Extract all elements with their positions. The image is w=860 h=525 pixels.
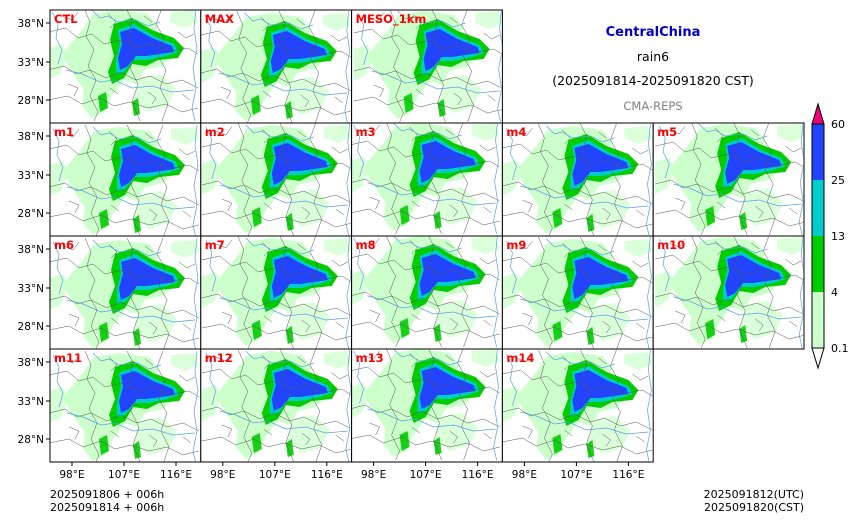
colorbar-under-arrow — [811, 347, 825, 370]
panel-label: m9 — [506, 238, 526, 252]
valid-period: (2025091814-2025091820 CST) — [552, 73, 754, 88]
panel-m11: m11 — [49, 348, 202, 463]
panel-label: MESO_1km — [356, 12, 427, 27]
valid-time-utc: 2025091812(UTC) — [704, 488, 804, 501]
panel-label: m14 — [506, 351, 534, 365]
colorbar-segment-25-60 — [812, 124, 824, 180]
panel-m12: m12 — [200, 348, 353, 463]
colorbar-segment-13-25 — [812, 180, 824, 236]
panel-label: m1 — [54, 125, 74, 139]
panel-m9: m9 — [501, 235, 654, 350]
panel-label: m11 — [54, 351, 82, 365]
colorbar: 60 25 13 4 0.1 — [811, 102, 849, 370]
lon-tick-label: 98°E — [59, 469, 84, 481]
init-time-line2: 2025091814 + 006h — [50, 501, 164, 514]
lat-tick-label: 33°N — [18, 396, 44, 408]
lon-tick-label: 107°E — [259, 469, 291, 481]
variable-name: rain6 — [637, 49, 669, 64]
panel-m10: m10 — [652, 235, 805, 350]
colorbar-label-13: 13 — [831, 230, 845, 243]
panel-label: m12 — [205, 351, 233, 365]
lon-tick-label: 107°E — [108, 469, 140, 481]
lon-tick-label: 98°E — [361, 469, 386, 481]
panel-label: CTL — [54, 12, 78, 26]
lon-tick-label: 107°E — [410, 469, 442, 481]
valid-time-cst: 2025091820(CST) — [704, 501, 804, 514]
panel-m2: m2 — [200, 122, 353, 237]
lat-tick-label: 38°N — [18, 357, 44, 369]
lon-tick-label: 98°E — [210, 469, 235, 481]
panel-label: m8 — [356, 238, 376, 252]
panel-m3: m3 — [351, 122, 503, 237]
colorbar-label-25: 25 — [831, 174, 845, 187]
lat-tick-label: 33°N — [18, 283, 44, 295]
model-source: CMA-REPS — [623, 99, 682, 113]
panel-label: m2 — [205, 125, 225, 139]
panel-m5: m5 — [652, 122, 805, 237]
lon-tick-label: 116°E — [462, 469, 494, 481]
lat-tick-label: 28°N — [18, 208, 44, 220]
panel-m13: m13 — [351, 348, 503, 463]
lon-tick-label: 98°E — [512, 469, 537, 481]
colorbar-label-4: 4 — [831, 286, 838, 299]
lat-tick-label: 38°N — [18, 131, 44, 143]
panel-m8: m8 — [351, 235, 503, 350]
panel-label: m4 — [506, 125, 526, 139]
lat-tick-label: 38°N — [18, 18, 44, 30]
region-title: CentralChina — [606, 25, 701, 40]
colorbar-label-0.1: 0.1 — [831, 342, 849, 355]
colorbar-segment-0.1-4 — [812, 292, 824, 348]
panel-m7: m7 — [200, 235, 353, 350]
panel-m1: m1 — [49, 122, 202, 237]
lon-tick-label: 116°E — [160, 469, 192, 481]
panel-label: m5 — [657, 125, 677, 139]
lon-tick-label: 107°E — [560, 469, 592, 481]
init-time-line1: 2025091806 + 006h — [50, 488, 164, 501]
lat-tick-label: 33°N — [18, 170, 44, 182]
lon-tick-label: 116°E — [612, 469, 644, 481]
panel-label: m7 — [205, 238, 225, 252]
lat-tick-label: 38°N — [18, 244, 44, 256]
lon-tick-label: 116°E — [311, 469, 343, 481]
colorbar-label-60: 60 — [831, 118, 845, 131]
panel-label: m3 — [356, 125, 376, 139]
lat-tick-label: 33°N — [18, 57, 44, 69]
panel-m4: m4 — [501, 122, 654, 237]
panel-label: m10 — [657, 238, 685, 252]
lat-tick-label: 28°N — [18, 434, 44, 446]
panel-m14: m14 — [501, 348, 654, 463]
panel-max: MAX — [200, 9, 353, 124]
lat-tick-label: 28°N — [18, 95, 44, 107]
colorbar-over-arrow — [811, 102, 825, 125]
colorbar-segment-4-13 — [812, 236, 824, 292]
panel-label: m6 — [54, 238, 74, 252]
panel-meso_1km: MESO_1km — [351, 9, 503, 124]
panel-ctl: CTL — [49, 9, 202, 124]
panel-m6: m6 — [49, 235, 202, 350]
panel-label: m13 — [356, 351, 384, 365]
panel-label: MAX — [205, 12, 234, 26]
lat-tick-label: 28°N — [18, 321, 44, 333]
